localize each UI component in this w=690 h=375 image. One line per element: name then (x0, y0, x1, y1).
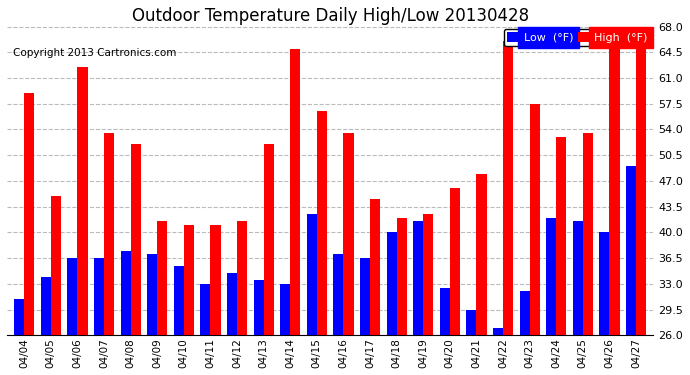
Bar (573, 221, 583, 335)
Bar (210, 225, 221, 335)
Bar (520, 291, 530, 335)
Bar (423, 214, 433, 335)
Title: Outdoor Temperature Daily High/Low 20130428: Outdoor Temperature Daily High/Low 20130… (132, 7, 529, 25)
Bar (636, 45, 646, 335)
Bar (157, 221, 168, 335)
Bar (317, 111, 327, 335)
Bar (51, 196, 61, 335)
Bar (68, 258, 77, 335)
Bar (626, 166, 636, 335)
Bar (333, 255, 344, 335)
Bar (503, 41, 513, 335)
Bar (466, 310, 476, 335)
Bar (121, 251, 130, 335)
Bar (227, 273, 237, 335)
Bar (370, 200, 380, 335)
Bar (556, 137, 566, 335)
Bar (609, 27, 620, 335)
Bar (386, 232, 397, 335)
Bar (253, 280, 264, 335)
Bar (476, 174, 486, 335)
Bar (600, 232, 609, 335)
Bar (344, 133, 353, 335)
Bar (264, 144, 274, 335)
Bar (184, 225, 194, 335)
Bar (493, 328, 503, 335)
Bar (530, 104, 540, 335)
Bar (290, 49, 300, 335)
Bar (360, 258, 370, 335)
Bar (450, 188, 460, 335)
Bar (307, 214, 317, 335)
Bar (147, 255, 157, 335)
Bar (130, 144, 141, 335)
Bar (583, 133, 593, 335)
Bar (174, 266, 184, 335)
Bar (280, 284, 290, 335)
Bar (24, 93, 34, 335)
Legend: Low  (°F), High  (°F): Low (°F), High (°F) (504, 29, 651, 46)
Bar (440, 288, 450, 335)
Text: Copyright 2013 Cartronics.com: Copyright 2013 Cartronics.com (13, 48, 177, 58)
Bar (237, 221, 247, 335)
Bar (94, 258, 104, 335)
Bar (14, 298, 24, 335)
Bar (104, 133, 114, 335)
Bar (546, 218, 556, 335)
Bar (41, 277, 51, 335)
Bar (413, 221, 423, 335)
Bar (200, 284, 210, 335)
Bar (77, 67, 88, 335)
Bar (397, 218, 406, 335)
